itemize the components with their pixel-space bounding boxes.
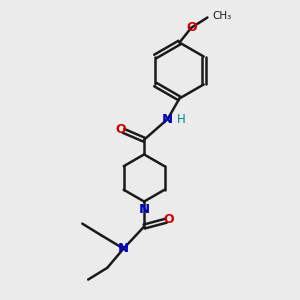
Text: CH₃: CH₃ <box>213 11 232 21</box>
Text: N: N <box>139 203 150 216</box>
Text: N: N <box>162 112 173 126</box>
Text: H: H <box>176 112 185 126</box>
Text: N: N <box>118 242 129 255</box>
Text: O: O <box>163 213 174 226</box>
Text: O: O <box>116 123 127 136</box>
Text: O: O <box>186 21 196 34</box>
